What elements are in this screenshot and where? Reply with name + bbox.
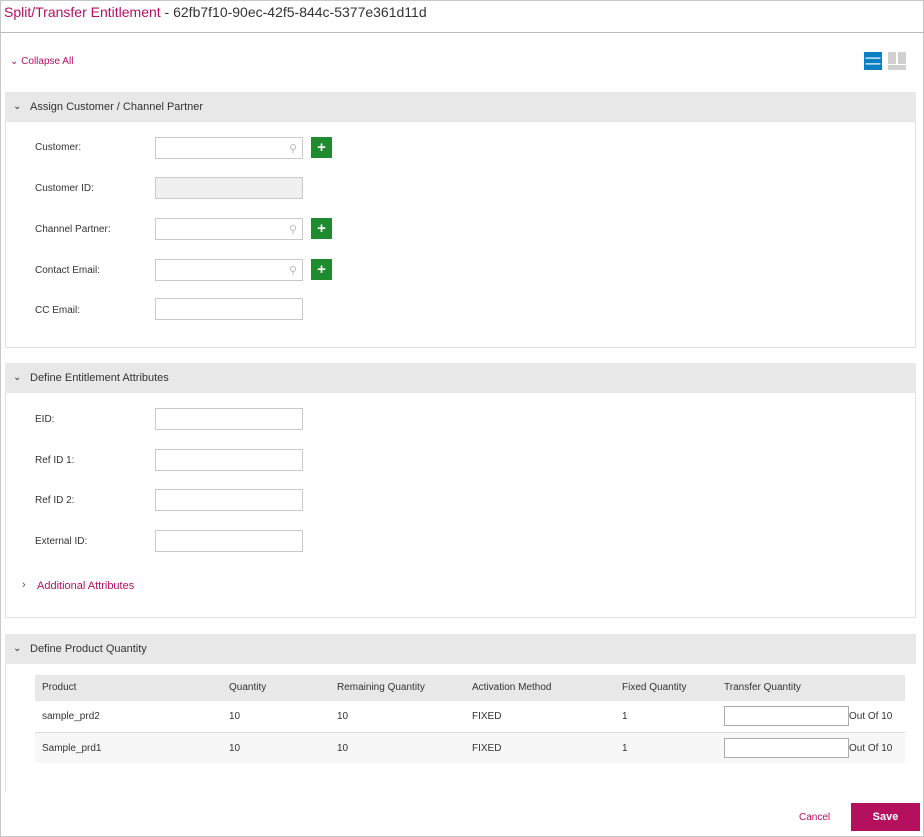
page-title: Split/Transfer Entitlement - 62fb7f10-90… xyxy=(4,4,427,20)
chevron-down-icon: ⌄ xyxy=(13,101,22,112)
channel-partner-input[interactable]: ⚲ xyxy=(155,218,303,240)
section-header-product-quantity[interactable]: ⌄ Define Product Quantity xyxy=(5,634,916,664)
activation-method-cell: FIXED xyxy=(472,711,502,722)
product-quantity-table: Product Quantity Remaining Quantity Acti… xyxy=(35,675,905,763)
product-cell: Sample_prd1 xyxy=(42,743,102,754)
contact-email-input[interactable]: ⚲ xyxy=(155,259,303,281)
column-header: Remaining Quantity xyxy=(337,682,425,693)
table-row: sample_prd2 10 10 FIXED 1 Out Of 10 xyxy=(35,701,905,732)
chevron-down-icon: ⌄ xyxy=(13,372,22,383)
column-header: Activation Method xyxy=(472,682,552,693)
eid-input[interactable] xyxy=(155,408,303,430)
table-row: Sample_prd1 10 10 FIXED 1 Out Of 10 xyxy=(35,732,905,763)
ref-id-1-label: Ref ID 1: xyxy=(35,455,75,466)
ref-id-1-input[interactable] xyxy=(155,449,303,471)
eid-label: EID: xyxy=(35,414,55,425)
section-header-assign-customer[interactable]: ⌄ Assign Customer / Channel Partner xyxy=(5,92,916,122)
list-view-icon[interactable] xyxy=(864,52,882,70)
chevron-right-icon[interactable]: › xyxy=(22,579,26,591)
out-of-label: Out Of 10 xyxy=(849,743,893,754)
collapse-all-label: Collapse All xyxy=(21,56,74,67)
remaining-quantity-cell: 10 xyxy=(337,743,349,754)
cc-email-label: CC Email: xyxy=(35,305,81,316)
channel-partner-label: Channel Partner: xyxy=(35,224,111,235)
header-divider xyxy=(0,32,924,33)
grid-view-icon[interactable] xyxy=(888,52,906,70)
out-of-label: Out Of 10 xyxy=(849,711,893,722)
customer-id-field xyxy=(155,177,303,199)
ref-id-2-input[interactable] xyxy=(155,489,303,511)
transfer-quantity-input[interactable] xyxy=(724,738,849,758)
search-icon[interactable]: ⚲ xyxy=(288,265,297,277)
product-cell: sample_prd2 xyxy=(42,711,100,722)
additional-attributes-toggle[interactable]: Additional Attributes xyxy=(37,580,135,592)
add-customer-button[interactable]: + xyxy=(311,137,332,158)
fixed-quantity-cell: 1 xyxy=(622,743,628,754)
entitlement-id: 62fb7f10-90ec-42f5-844c-5377e361d11d xyxy=(173,4,427,20)
cancel-button[interactable]: Cancel xyxy=(799,812,831,823)
section-body-entitlement-attributes xyxy=(5,393,916,618)
search-icon[interactable]: ⚲ xyxy=(288,224,297,236)
transfer-quantity-input[interactable] xyxy=(724,706,849,726)
collapse-all-link[interactable]: ⌄ Collapse All xyxy=(10,56,73,67)
customer-input[interactable]: ⚲ xyxy=(155,137,303,159)
section-title: Define Entitlement Attributes xyxy=(30,372,169,384)
activation-method-cell: FIXED xyxy=(472,743,502,754)
section-title: Assign Customer / Channel Partner xyxy=(30,101,204,113)
column-header: Product xyxy=(42,682,77,693)
table-header-row: Product Quantity Remaining Quantity Acti… xyxy=(35,675,905,701)
column-header: Fixed Quantity xyxy=(622,682,687,693)
title-text: Split/Transfer Entitlement xyxy=(4,4,161,20)
add-contact-email-button[interactable]: + xyxy=(311,259,332,280)
fixed-quantity-cell: 1 xyxy=(622,711,628,722)
section-body-assign-customer xyxy=(5,122,916,348)
customer-id-label: Customer ID: xyxy=(35,183,94,194)
search-icon[interactable]: ⚲ xyxy=(288,143,297,155)
contact-email-label: Contact Email: xyxy=(35,265,101,276)
quantity-cell: 10 xyxy=(229,711,241,722)
title-separator: - xyxy=(160,4,174,20)
column-header: Transfer Quantity xyxy=(724,682,801,693)
chevron-down-icon: ⌄ xyxy=(10,56,19,67)
section-header-entitlement-attributes[interactable]: ⌄ Define Entitlement Attributes xyxy=(5,363,916,393)
remaining-quantity-cell: 10 xyxy=(337,711,349,722)
quantity-cell: 10 xyxy=(229,743,241,754)
section-title: Define Product Quantity xyxy=(30,643,147,655)
external-id-input[interactable] xyxy=(155,530,303,552)
add-channel-partner-button[interactable]: + xyxy=(311,218,332,239)
section-body-border xyxy=(5,664,6,792)
ref-id-2-label: Ref ID 2: xyxy=(35,495,75,506)
cc-email-input[interactable] xyxy=(155,298,303,320)
chevron-down-icon: ⌄ xyxy=(13,643,22,654)
column-header: Quantity xyxy=(229,682,267,693)
save-button[interactable]: Save xyxy=(851,803,920,831)
customer-label: Customer: xyxy=(35,142,82,153)
external-id-label: External ID: xyxy=(35,536,88,547)
